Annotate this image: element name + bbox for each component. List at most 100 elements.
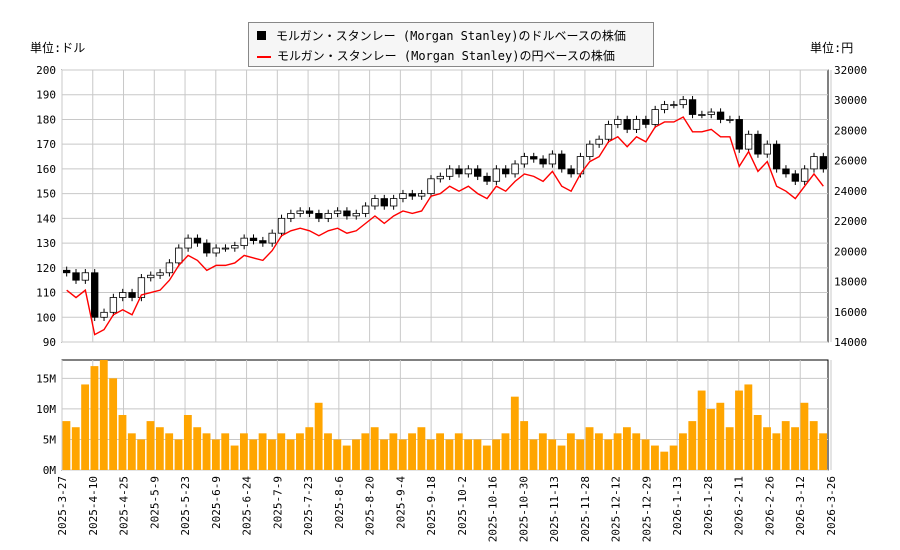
volume-bar (352, 439, 360, 470)
candle-body (782, 168, 790, 175)
legend-item-yen: モルガン・スタンレー (Morgan Stanley)の円ベースの株価 (257, 47, 615, 64)
candle-body (137, 277, 146, 298)
volume-bar (660, 451, 669, 470)
volume-bar (781, 421, 790, 470)
volume-bar (436, 433, 444, 470)
x-tick-label: 2025-8-20 (364, 476, 377, 536)
candle-body (147, 274, 155, 279)
candle-body (446, 168, 454, 177)
x-tick-label: 2025-7-23 (302, 476, 315, 536)
volume-bar (651, 445, 659, 470)
volume-bar (380, 439, 388, 470)
volume-bar (482, 445, 491, 470)
volume-bar (174, 439, 183, 470)
candle-body (810, 156, 818, 170)
candle-body (791, 173, 799, 182)
x-tick-label: 2025-9-18 (425, 476, 438, 536)
left-y-tick-label: 200 (36, 64, 56, 77)
candle-body (744, 133, 753, 150)
candle-body (380, 198, 388, 207)
volume-bar (679, 433, 687, 470)
x-tick-label: 2026-3-12 (794, 476, 807, 536)
volume-bar (669, 445, 678, 470)
volume-bar (137, 439, 146, 470)
volume-bar (809, 421, 818, 470)
x-tick-label: 2025-4-25 (118, 476, 131, 536)
right-y-tick-label: 30000 (834, 94, 867, 107)
volume-bar (763, 427, 771, 470)
volume-bar (202, 433, 211, 470)
volume-bar (99, 360, 108, 470)
volume-bar (604, 439, 613, 470)
x-tick-label: 2026-2-11 (733, 476, 746, 536)
left-y-tick-label: 100 (36, 311, 56, 324)
x-tick-label: 2025-10-2 (456, 476, 469, 536)
volume-bar (426, 439, 435, 470)
volume-bar (772, 433, 781, 470)
x-tick-label: 2026-1-28 (702, 476, 715, 536)
volume-bar (632, 433, 641, 470)
volume-bar (109, 378, 118, 470)
volume-bar (538, 433, 547, 470)
right-y-tick-label: 20000 (834, 245, 867, 258)
price-plot-area (61, 69, 829, 343)
volume-bar (324, 433, 332, 470)
volume-bar (576, 439, 585, 470)
candle-body (614, 119, 622, 125)
volume-bar (492, 439, 501, 470)
candle-body (324, 213, 332, 219)
volume-bar (454, 433, 463, 470)
candle-body (679, 99, 687, 106)
left-y-tick-label: 190 (36, 89, 56, 102)
right-y-tick-label: 14000 (834, 336, 867, 349)
volume-bar (707, 408, 715, 470)
volume-bar (417, 427, 426, 470)
candle-body (455, 168, 463, 175)
volume-bar (155, 427, 164, 470)
yen-price-line (66, 116, 824, 336)
volume-bar (735, 390, 743, 470)
x-tick-label: 2025-7-9 (271, 476, 284, 529)
candle-body (361, 205, 370, 214)
volume-bar (501, 433, 510, 470)
candle-body (240, 237, 248, 246)
candle-body (315, 213, 323, 219)
candle-body (642, 119, 650, 125)
candle-body (296, 210, 304, 214)
volume-bar (622, 427, 631, 470)
volume-bar (716, 402, 725, 470)
volume-bar (520, 421, 529, 470)
x-tick-label: 2025-12-12 (610, 476, 623, 542)
candle-body (819, 156, 827, 170)
candle-body (530, 156, 538, 160)
candle-body (249, 237, 258, 242)
candle-body (595, 138, 603, 145)
candle-body (100, 311, 108, 318)
candle-body (520, 156, 529, 165)
candle-body (492, 168, 501, 182)
candle-body (632, 119, 641, 130)
candle-body (268, 232, 276, 244)
candle-body (128, 292, 136, 298)
volume-bar (71, 427, 80, 470)
x-tick-label: 2025-5-23 (179, 476, 192, 536)
x-tick-label: 2025-9-4 (394, 476, 407, 529)
candle-body (539, 158, 547, 165)
volume-bar (594, 433, 603, 470)
candle-body (623, 119, 631, 130)
left-unit-label: 単位:ドル (30, 41, 86, 55)
volume-y-tick-label: 10M (36, 403, 56, 416)
volume-bar (473, 439, 482, 470)
legend: モルガン・スタンレー (Morgan Stanley)のドルベースの株価 モルガ… (248, 22, 654, 67)
candle-body (436, 175, 444, 180)
volume-bar (146, 421, 155, 470)
volume-y-tick-label: 15M (36, 372, 56, 385)
candle-body (511, 163, 519, 175)
candle-body (651, 109, 659, 125)
left-y-tick-label: 130 (36, 237, 56, 250)
candle-body (726, 119, 734, 121)
volume-bar (230, 445, 239, 470)
volume-bar (370, 427, 379, 470)
candle-body (184, 237, 192, 249)
